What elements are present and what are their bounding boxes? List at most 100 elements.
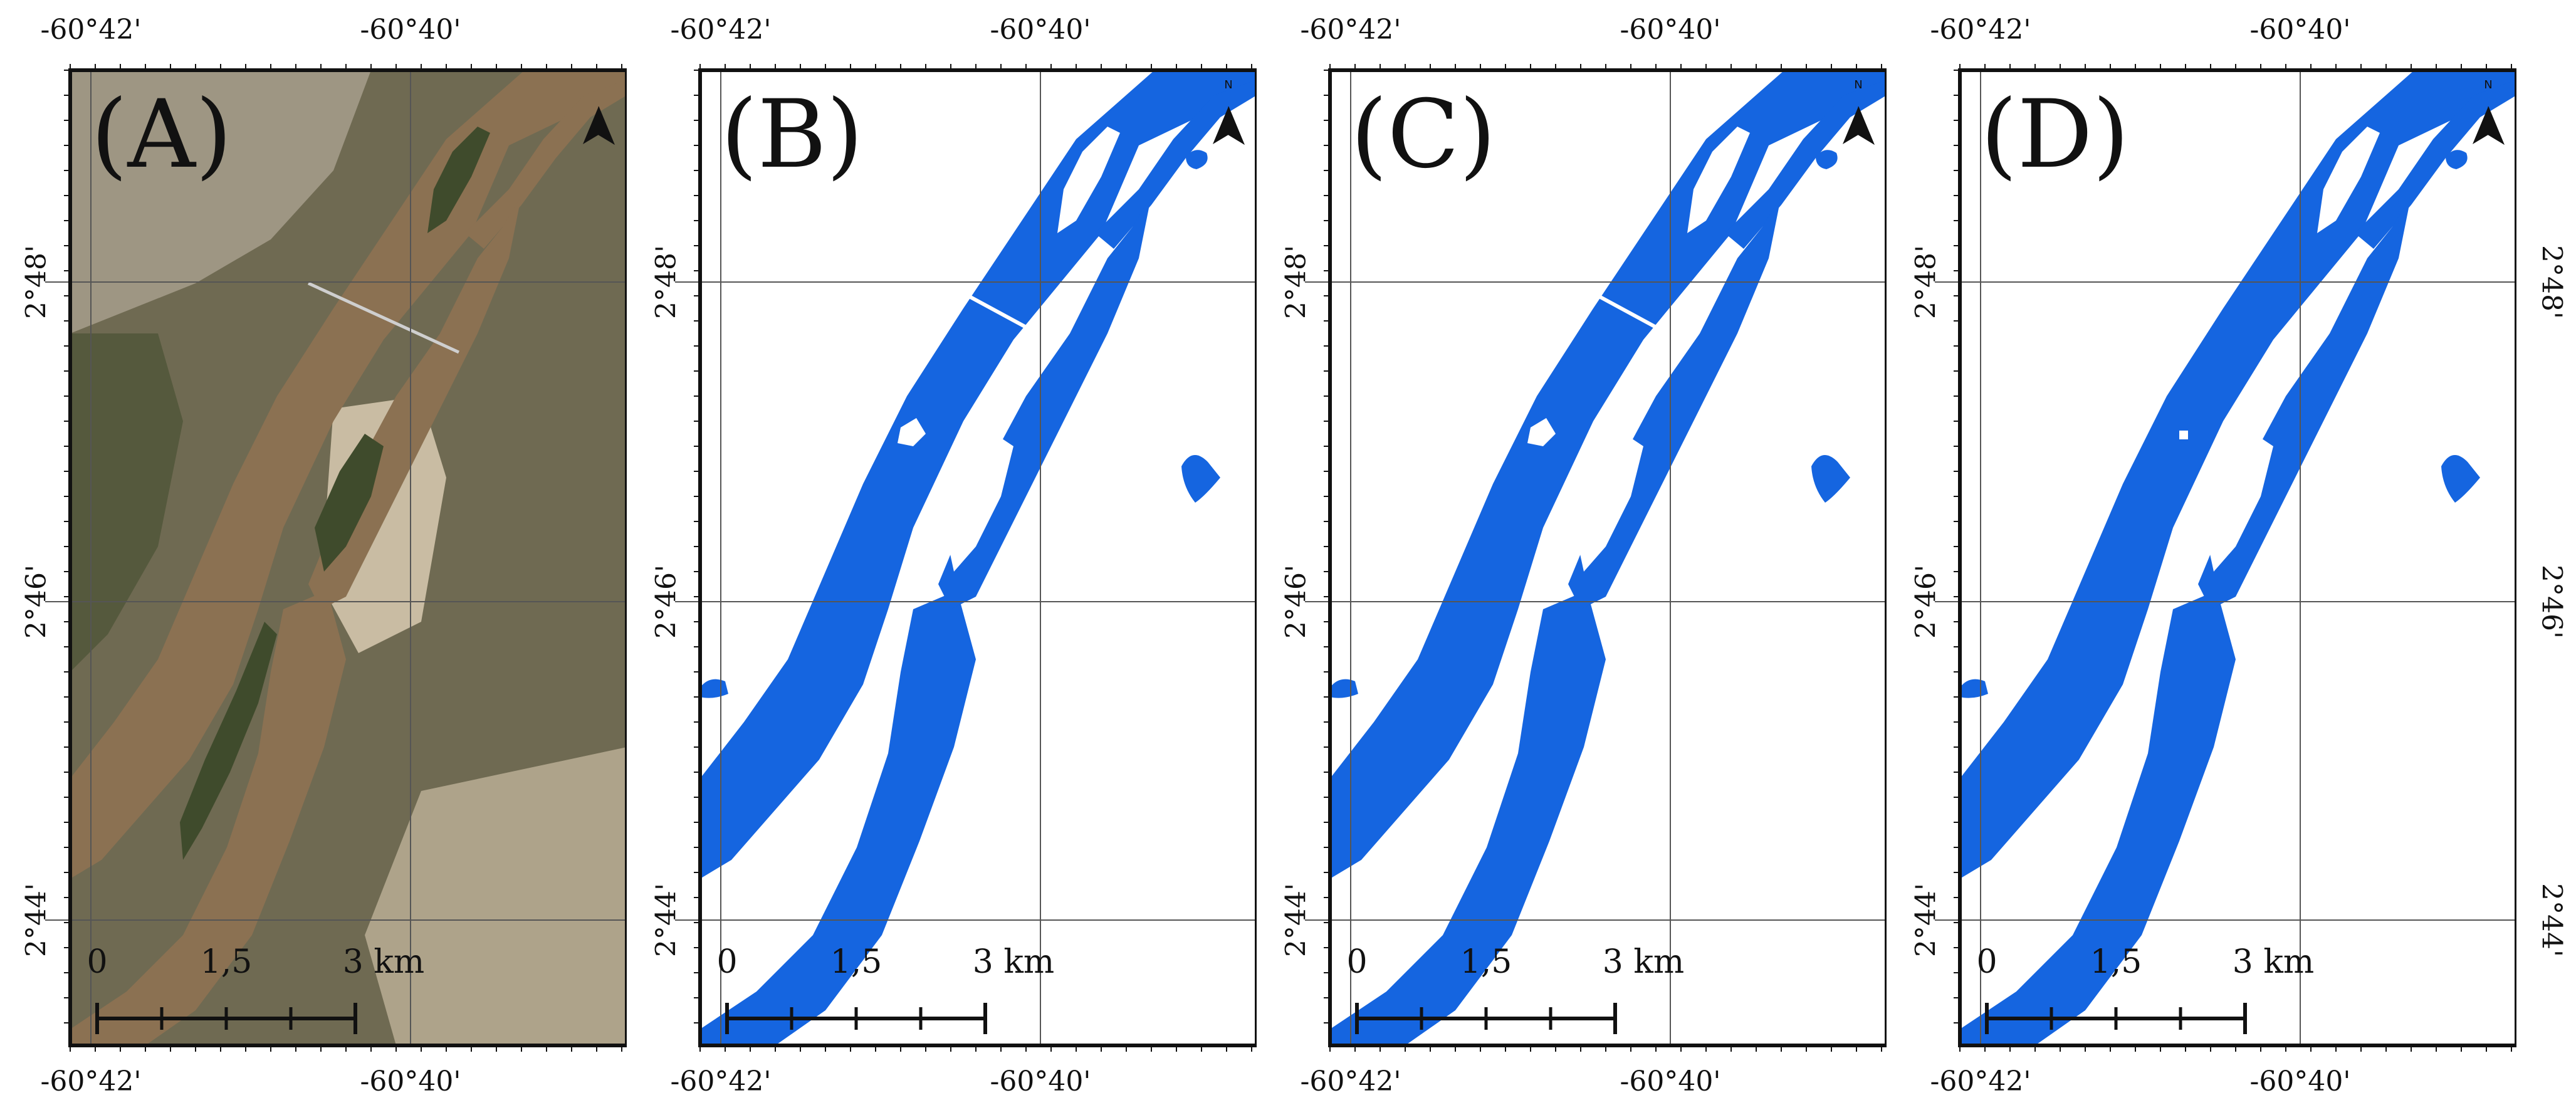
river-island-3 [1687,127,1750,233]
north-arrow-left-half [1843,107,1858,144]
scale-bar-label: 3 km [972,943,1055,981]
vegetation-west [70,333,183,672]
map-content [1960,70,2516,1045]
panel-label: (C) [1351,80,1496,189]
latitude-label-right: 2°48' [2535,244,2568,320]
river-island-1 [2204,434,2273,572]
river-channel-3 [70,590,346,1045]
water-body-channel-3 [1330,590,1606,1045]
scale-bar-label: 0 [86,943,108,981]
latitude-label-left: 2°44' [650,882,683,958]
latitude-label-left: 2°46' [650,564,683,639]
river-island-2 [1440,622,1537,860]
longitude-label-top: -60°42' [1300,14,1401,46]
latitude-label-left: 2°48' [1910,244,1942,320]
latitude-label-left: 2°46' [1910,564,1942,639]
north-arrow-right-half [1858,106,1875,145]
map-panel-a: 0 1,5 3 km (A) -60°42' -60°42' -60°40' -60°40' 2… [0,0,627,1115]
longitude-label-top: -60°42' [1930,14,2031,46]
map-panel-c: N 0 1,5 3 km (C) -60°42' -60°42' -60°40' -60°40'… [1260,0,1887,1115]
north-arrow-right-half [598,106,615,145]
map-panel-d: N 0 1,5 3 km (D) -60°42' -60°42' -60°40' -60°40'… [1890,0,2568,1115]
north-label: N [2484,78,2493,92]
longitude-label-bottom: -60°40' [2249,1065,2351,1097]
scale-bar-label: 0 [1346,943,1368,981]
water-body-pond-north [1816,150,1838,169]
north-label: N [1854,78,1863,92]
longitude-label-bottom: -60°42' [670,1065,772,1097]
latitude-label-right: 2°46' [2535,564,2568,639]
water-body-channel-1 [1330,70,1887,879]
sandbar-gap [898,418,926,446]
water-body-pond [2441,455,2480,503]
longitude-label-bottom: -60°40' [360,1065,461,1097]
latitude-label-left: 2°44' [1910,882,1942,958]
sandbar-gap [1527,418,1556,446]
bare-soil-south [365,747,627,1045]
north-arrow-icon [1843,106,1875,145]
map-frame [1958,68,2516,1047]
longitude-label-bottom: -60°42' [40,1065,142,1097]
bridge-gap [950,285,1027,329]
map-content [700,70,1257,1045]
north-arrow-left-half [583,107,599,144]
latitude-label-left: 2°44' [20,882,53,958]
latitude-label-left: 2°48' [650,244,683,320]
north-label: N [1224,78,1233,92]
water-body-pond [1811,455,1850,503]
river-island-3 [427,127,490,233]
water-body-pond [1181,455,1220,503]
water-body-channel-1 [1960,70,2516,879]
scale-bar-label: 1,5 [830,943,882,981]
river-island-2 [810,622,907,860]
river-island-2 [2070,622,2167,860]
map-canvas [45,64,627,1052]
latitude-label-left: 2°48' [20,244,53,320]
bridge [307,281,460,354]
water-body-channel-2 [1095,80,1257,249]
scale-bar-label: 1,5 [1460,943,1512,981]
map-content [1330,70,1887,1045]
map-canvas [675,64,1257,1052]
bridge-gap [1579,285,1657,329]
map-canvas [1935,64,2516,1052]
longitude-label-top: -60°40' [990,14,1091,46]
river-island-1 [945,434,1013,572]
panel-label: (A) [91,80,233,189]
water-body-channel-2 [2355,80,2516,249]
north-arrow-icon [583,106,615,145]
river-channel-2 [465,80,627,249]
panel-label: (B) [721,80,864,189]
map-canvas [1305,64,1887,1052]
longitude-label-bottom: -60°40' [1620,1065,1721,1097]
longitude-label-top: -60°40' [2249,14,2351,46]
map-frame [1328,68,1887,1047]
scale-bar-label: 1,5 [2090,943,2142,981]
scale-bar-label: 3 km [342,943,425,981]
map-frame [698,68,1257,1047]
river-island-3 [2317,127,2380,233]
scale-bar-label: 1,5 [200,943,253,981]
river-island-1 [1574,434,1643,572]
scale-bar-label: 0 [1976,943,1997,981]
scale-bar-label: 3 km [2232,943,2315,981]
north-arrow-right-half [1228,106,1245,145]
longitude-label-bottom: -60°42' [1930,1065,2031,1097]
water-body-channel-1 [700,70,1257,879]
longitude-label-bottom: -60°42' [1300,1065,1401,1097]
river-island-1 [315,434,384,572]
latitude-label-right: 2°44' [2535,882,2568,958]
latitude-label-left: 2°48' [1280,244,1312,320]
north-arrow-left-half [2473,107,2488,144]
latitude-label-left: 2°46' [1280,564,1312,639]
longitude-label-top: -60°42' [670,14,772,46]
river-island-3 [1057,127,1120,233]
sandbar-gap [2179,431,2188,439]
north-arrow-icon [1213,106,1245,145]
longitude-label-top: -60°40' [360,14,461,46]
river-channel-1 [70,70,627,879]
north-arrow-right-half [2488,106,2505,145]
scale-bar-label: 0 [716,943,738,981]
latitude-label-left: 2°46' [20,564,53,639]
